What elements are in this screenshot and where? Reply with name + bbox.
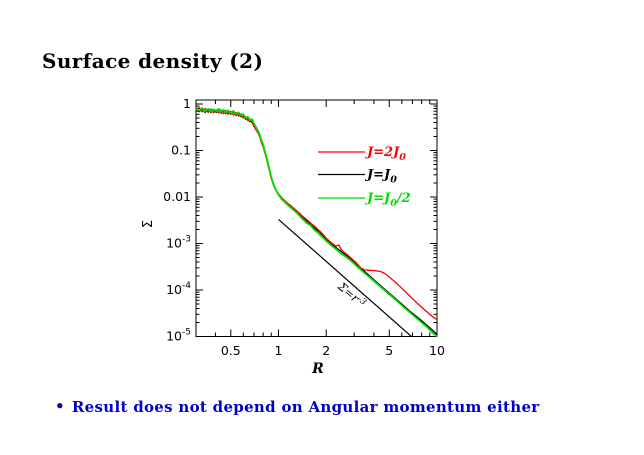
x-tick-label: 1 <box>275 343 283 358</box>
y-tick-label: 10-5 <box>166 328 191 344</box>
y-tick-label: 0.1 <box>171 143 191 158</box>
x-axis-label: R <box>311 361 324 377</box>
series-j-2j0 <box>195 106 438 321</box>
y-tick-label: 1 <box>183 96 191 111</box>
page-title: Surface density (2) <box>42 49 264 73</box>
y-tick-label: 10-4 <box>166 281 191 297</box>
x-tick-label: 0.5 <box>221 343 241 358</box>
y-tick-label: 10-3 <box>166 235 191 251</box>
x-tick-label: 10 <box>429 343 445 358</box>
reference-line <box>278 218 413 338</box>
bullet-icon: • <box>55 397 65 415</box>
bullet-text: Result does not depend on Angular moment… <box>71 398 540 416</box>
legend-label-2: J=J0/2 <box>364 191 411 209</box>
y-axis-label: Σ <box>141 220 156 228</box>
series-j-j0 <box>195 108 438 336</box>
plot-frame <box>195 99 438 337</box>
legend-label-1: J=J0 <box>364 168 397 186</box>
bullet-item: • Result does not depend on Angular momen… <box>55 397 540 416</box>
x-tick-label: 5 <box>385 343 393 358</box>
series-j-j0-2 <box>195 107 438 338</box>
legend-label-0: J=2J0 <box>364 145 406 163</box>
x-tick-label: 2 <box>322 343 330 358</box>
y-tick-label: 0.01 <box>163 189 191 204</box>
